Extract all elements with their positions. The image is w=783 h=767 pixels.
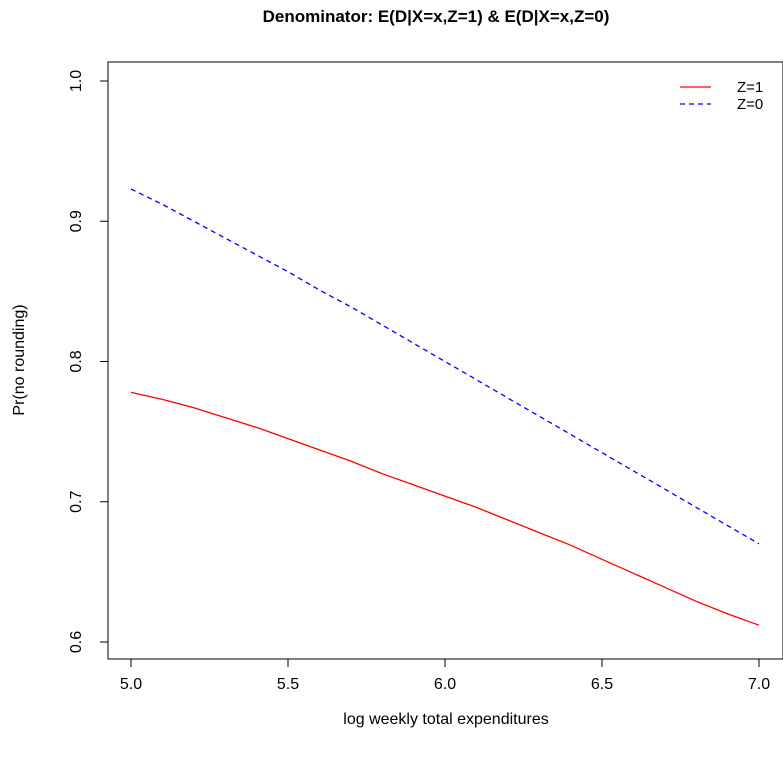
legend-label: Z=1 xyxy=(737,79,763,96)
y-tick-label: 0.9 xyxy=(68,210,85,232)
series-line-z0 xyxy=(130,188,760,545)
x-axis-label: log weekly total expenditures xyxy=(343,711,548,728)
plot-area-frame xyxy=(107,61,783,660)
legend: Z=1Z=0 xyxy=(680,79,763,113)
series-layer xyxy=(130,188,760,626)
x-tick-label: 5.5 xyxy=(277,676,299,693)
x-tick-label: 7.0 xyxy=(748,676,770,693)
x-tick-label: 6.5 xyxy=(591,676,613,693)
x-tick-label: 6.0 xyxy=(434,676,456,693)
y-axis: 0.6 0.7 0.8 0.9 1.0 xyxy=(68,70,109,653)
y-tick-label: 0.6 xyxy=(68,631,85,653)
chart-title: Denominator: E(D|X=x,Z=1) & E(D|X=x,Z=0) xyxy=(263,7,610,26)
x-axis: 5.0 5.5 6.0 6.5 7.0 xyxy=(120,658,770,693)
series-line-z1 xyxy=(130,391,760,626)
x-tick-label: 5.0 xyxy=(120,676,142,693)
y-tick-label: 0.7 xyxy=(68,491,85,513)
y-axis-label: Pr(no rounding) xyxy=(11,304,28,415)
y-tick-label: 0.8 xyxy=(68,350,85,372)
legend-label: Z=0 xyxy=(737,96,763,113)
y-tick-label: 1.0 xyxy=(68,70,85,92)
